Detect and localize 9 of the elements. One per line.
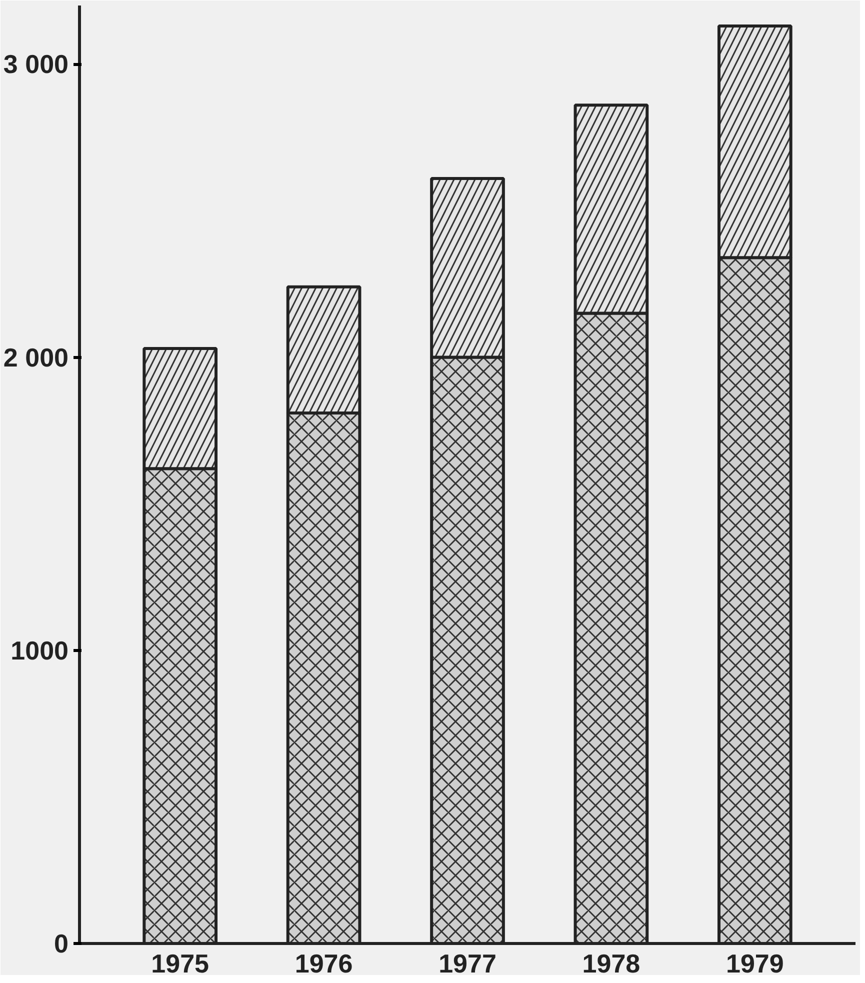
y-tick-label: 0 bbox=[54, 928, 69, 958]
x-tick-label: 1979 bbox=[726, 948, 784, 978]
y-tick-label: 1000 bbox=[10, 635, 69, 666]
x-tick-label: 1978 bbox=[582, 948, 640, 978]
x-tick-label: 1977 bbox=[438, 948, 496, 978]
y-tick-label: 2 000 bbox=[3, 342, 69, 372]
y-tick-label: 3 000 bbox=[3, 49, 69, 80]
x-tick-label: 1976 bbox=[294, 948, 353, 978]
x-tick-label: 1975 bbox=[151, 948, 210, 978]
